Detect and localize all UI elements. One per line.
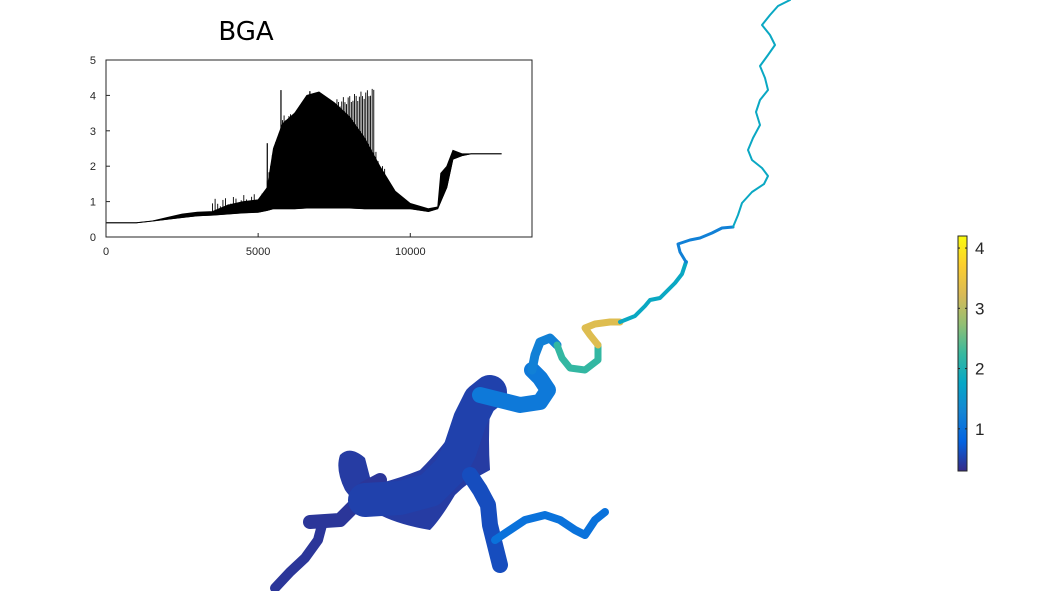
- x-tick-label: 5000: [246, 246, 270, 258]
- bga-line-chart: BGA 0 5000 10000 0 1 2 3 4 5: [90, 17, 533, 258]
- river-segment: [472, 362, 556, 413]
- river-segment: [527, 333, 562, 375]
- bga-line: [106, 153, 502, 224]
- river-segment: [676, 225, 735, 264]
- colorbar-tick-label: 1: [975, 420, 984, 439]
- bga-series: [106, 88, 502, 224]
- y-tick-label: 2: [90, 161, 96, 173]
- x-axis: 0 5000 10000: [103, 233, 426, 258]
- chart-title: BGA: [218, 17, 274, 47]
- y-tick-label: 3: [90, 126, 96, 138]
- y-tick-label: 1: [90, 197, 96, 209]
- river-segment: [581, 318, 624, 349]
- colorbar-ticks: 1 2 3 4: [958, 239, 984, 439]
- y-tick-label: 0: [90, 232, 96, 244]
- river-segment: [553, 341, 602, 374]
- y-tick-label: 5: [90, 55, 96, 67]
- colorbar-tick-label: 4: [975, 239, 984, 258]
- plot-frame: [105, 59, 533, 238]
- x-tick-label: 0: [103, 246, 109, 258]
- colorbar-tick-label: 2: [975, 360, 984, 379]
- colorbar: 1 2 3 4: [957, 235, 984, 472]
- river-segment: [732, 0, 791, 228]
- x-tick-label: 10000: [395, 246, 426, 258]
- y-axis: 0 1 2 3 4 5: [90, 55, 110, 244]
- river-segment: [491, 508, 609, 544]
- y-tick-label: 4: [90, 90, 96, 102]
- river-segment: [618, 260, 688, 324]
- river-map: [270, 0, 791, 591]
- colorbar-gradient: [957, 235, 968, 472]
- river-segment: [348, 375, 507, 517]
- colorbar-tick-label: 3: [975, 299, 984, 318]
- river-segment: [270, 517, 327, 591]
- river-segment: [462, 467, 508, 573]
